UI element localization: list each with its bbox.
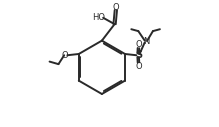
Text: HO: HO	[92, 13, 105, 22]
Text: O: O	[135, 40, 142, 49]
Text: O: O	[113, 3, 119, 12]
Text: S: S	[135, 50, 142, 60]
Text: O: O	[135, 62, 142, 71]
Text: N: N	[143, 37, 149, 46]
Text: O: O	[62, 51, 68, 60]
